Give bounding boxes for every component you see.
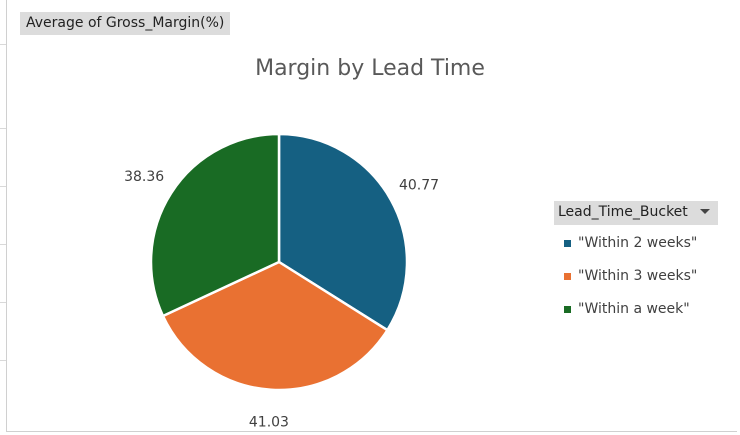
value-field-button[interactable]: Average of Gross_Margin(%) [20, 12, 231, 35]
data-label: 41.03 [249, 415, 289, 431]
legend-filter-button[interactable]: Lead_Time_Bucket [554, 201, 718, 225]
sheet-gridline [0, 360, 6, 361]
legend-label: "Within a week" [578, 301, 690, 317]
chart-title[interactable]: Margin by Lead Time [255, 56, 485, 81]
legend-item[interactable]: "Within 3 weeks" [564, 266, 697, 286]
pie-slice-within-3-weeks[interactable] [161, 260, 390, 392]
sheet-gridline [0, 128, 6, 129]
legend-item[interactable]: "Within 2 weeks" [564, 233, 697, 253]
sheet-gridline [0, 244, 6, 245]
legend-label: "Within 2 weeks" [578, 235, 698, 251]
legend-label: "Within 3 weeks" [578, 268, 698, 284]
dropdown-arrow-icon [700, 209, 710, 214]
legend-swatch [564, 305, 571, 313]
legend-swatch [564, 272, 571, 280]
legend-field-label: Lead_Time_Bucket [558, 204, 688, 220]
legend-swatch [564, 239, 571, 247]
sheet-gridline [0, 302, 6, 303]
data-label: 38.36 [124, 169, 164, 185]
sheet-gridline [0, 186, 6, 187]
sheet-gridline [0, 44, 6, 45]
data-label: 40.77 [399, 178, 439, 194]
pie-slice-within-a-week[interactable] [149, 132, 281, 318]
legend-item[interactable]: "Within a week" [564, 299, 690, 319]
